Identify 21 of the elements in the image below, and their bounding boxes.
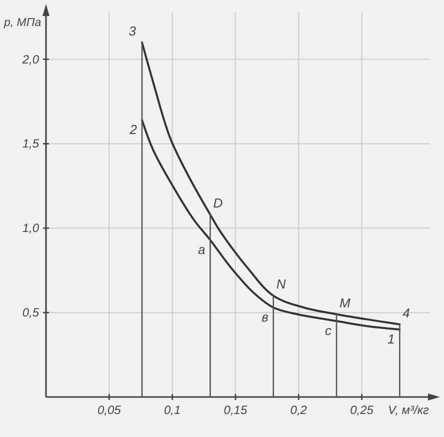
x-axis-title: V, м³/кг: [388, 403, 430, 417]
y-axis-title: p, МПа: [3, 17, 42, 29]
annotation: в: [262, 310, 269, 325]
x-tick-label: 0,1: [164, 403, 181, 417]
annotation: 4: [402, 305, 410, 320]
x-tick-label: 0,15: [224, 403, 248, 417]
y-tick-label: 0,5: [22, 306, 40, 320]
annotation: 2: [128, 122, 138, 138]
x-tick-label: 0,25: [350, 403, 374, 417]
annotation: D: [213, 196, 223, 211]
x-tick-label: 0,2: [290, 403, 308, 417]
annotation: N: [276, 276, 286, 292]
annotation: 1: [387, 331, 395, 346]
annotation: 3: [128, 23, 137, 38]
annotation: c: [325, 323, 332, 338]
y-tick-label: 1,5: [22, 136, 40, 151]
y-tick-label: 1,0: [22, 221, 40, 236]
annotation: a: [198, 242, 206, 257]
x-tick-label: 0,05: [97, 403, 122, 417]
y-tick-label: 2,0: [21, 52, 40, 66]
annotation: M: [340, 295, 351, 310]
